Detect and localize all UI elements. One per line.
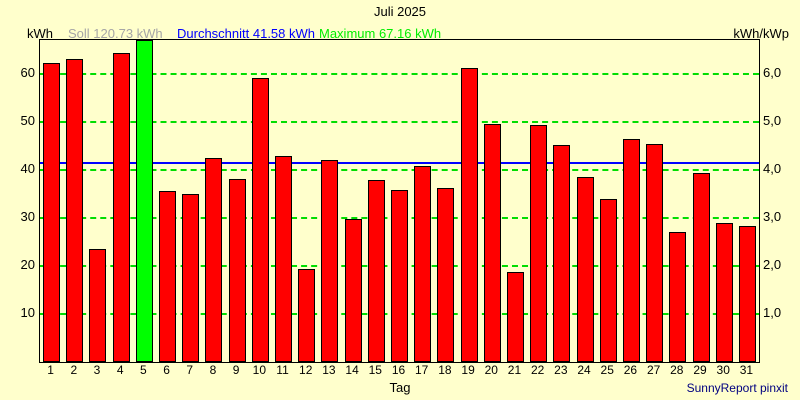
x-axis-tick-25: 25: [600, 363, 614, 377]
bar-day-29: [692, 173, 710, 362]
bar-day-11: [275, 156, 293, 362]
bar-day-9: [228, 178, 246, 362]
average-line: [40, 161, 759, 164]
y-axis-left-tick-20: 20: [20, 257, 35, 273]
bar-day-28: [669, 231, 687, 362]
maximum-legend-label: Maximum 67.16 kWh: [319, 26, 442, 41]
x-axis-tick-15: 15: [368, 363, 382, 377]
x-axis-tick-7: 7: [186, 363, 194, 377]
x-axis-tick-10: 10: [252, 363, 266, 377]
chart-title: Juli 2025: [373, 4, 427, 19]
bar-day-22: [530, 125, 548, 362]
bar-day-20: [483, 124, 501, 362]
x-axis-tick-1: 1: [47, 363, 54, 377]
gridline-40: [40, 169, 759, 172]
x-axis-tick-21: 21: [507, 363, 522, 377]
x-axis-tick-5: 5: [140, 363, 147, 377]
bar-day-26: [622, 139, 640, 362]
bar-day-8: [205, 157, 223, 362]
right-axis-unit-label: kWh/kWp: [733, 26, 789, 41]
y-axis-right-tick-5,0: 5,0: [763, 113, 782, 129]
x-axis-tick-11: 11: [276, 363, 289, 377]
bar-day-3: [89, 248, 107, 362]
bar-day-21: [506, 272, 524, 362]
x-axis-tick-30: 30: [716, 363, 730, 377]
x-axis-tick-13: 13: [322, 363, 336, 377]
bar-day-10: [251, 78, 269, 362]
x-axis-tick-26: 26: [623, 363, 638, 377]
y-axis-right-tick-6,0: 6,0: [763, 65, 782, 81]
legend-row: kWh Soll 120.73 kWh Durchschnitt 41.58 k…: [0, 26, 800, 41]
bar-day-23: [553, 145, 571, 362]
bar-day-7: [182, 193, 200, 362]
x-axis-tick-23: 23: [554, 363, 568, 377]
soll-legend-label: Soll 120.73 kWh: [68, 26, 163, 41]
y-axis-right-tick-4,0: 4,0: [763, 161, 782, 177]
bar-day-31: [738, 226, 756, 362]
x-axis-tick-24: 24: [577, 363, 591, 377]
average-legend-label: Durchschnitt 41.58 kWh: [177, 26, 316, 41]
bar-day-14: [344, 219, 362, 362]
bar-day-1: [43, 63, 61, 362]
bar-day-2: [66, 59, 84, 362]
y-axis-left-tick-10: 10: [20, 305, 35, 321]
x-axis-tick-20: 20: [484, 363, 498, 377]
left-axis-unit-label: kWh: [27, 26, 53, 41]
x-axis-tick-9: 9: [232, 363, 240, 377]
x-axis-tick-2: 2: [70, 363, 78, 377]
y-axis-left-tick-40: 40: [20, 161, 35, 177]
plot-area: [39, 39, 760, 363]
bar-day-18: [437, 188, 455, 362]
x-axis-tick-27: 27: [646, 363, 661, 377]
y-axis-left-tick-50: 50: [20, 113, 35, 129]
x-axis-tick-28: 28: [670, 363, 684, 377]
credit-label: SunnyReport pinxit: [686, 381, 788, 395]
bar-day-5: [135, 40, 153, 362]
bar-day-15: [367, 179, 385, 362]
x-axis-tick-4: 4: [116, 363, 124, 377]
bar-day-12: [298, 268, 316, 362]
bar-day-16: [391, 190, 408, 362]
x-axis-tick-3: 3: [93, 363, 101, 377]
x-axis-tick-31: 31: [739, 363, 754, 377]
x-axis-tick-22: 22: [530, 363, 545, 377]
bar-day-25: [599, 198, 617, 362]
x-axis-tick-14: 14: [345, 363, 359, 377]
bar-day-4: [112, 53, 130, 362]
gridline-60: [40, 73, 759, 76]
x-axis-tick-17: 17: [415, 363, 429, 377]
x-axis-tick-12: 12: [299, 363, 313, 377]
bar-day-13: [321, 159, 339, 362]
x-axis-tick-19: 19: [461, 363, 475, 377]
x-axis-tick-8: 8: [209, 363, 217, 377]
y-axis-right-tick-1,0: 1,0: [763, 305, 782, 321]
y-axis-left-tick-60: 60: [20, 65, 35, 81]
gridline-50: [40, 121, 759, 124]
bar-day-17: [414, 166, 432, 362]
bar-day-30: [715, 223, 733, 362]
y-axis-right-tick-3,0: 3,0: [763, 209, 782, 225]
x-axis-title: Tag: [389, 380, 411, 395]
y-axis-right-tick-2,0: 2,0: [763, 257, 782, 273]
bar-day-27: [646, 144, 664, 362]
x-axis-tick-18: 18: [438, 363, 452, 377]
x-axis-tick-6: 6: [163, 363, 170, 377]
y-axis-left-tick-30: 30: [20, 209, 35, 225]
bar-day-24: [576, 176, 594, 362]
bar-day-19: [460, 67, 478, 362]
x-axis-tick-29: 29: [693, 363, 707, 377]
bar-day-6: [159, 191, 177, 362]
x-axis-tick-16: 16: [391, 363, 406, 377]
